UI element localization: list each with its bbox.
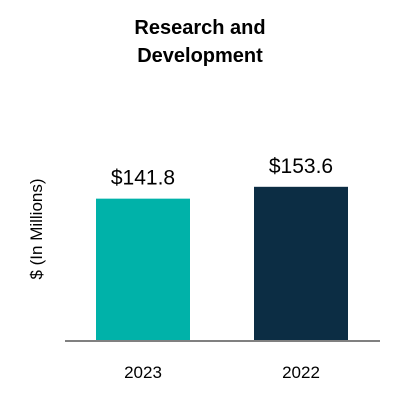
- data-label-2022: $153.6: [269, 155, 333, 178]
- y-axis-label: $ (In Millions): [27, 178, 46, 279]
- chart-title: Research and Development: [0, 14, 400, 70]
- bar-2023: [96, 198, 190, 341]
- x-tick-label-2022: 2022: [282, 363, 320, 382]
- chart-title-line-2: Development: [137, 45, 263, 67]
- data-label-2023: $141.8: [111, 167, 175, 190]
- chart-title-line-1: Research and: [134, 17, 266, 39]
- bars-layer: $141.8 2023 $153.6 2022: [96, 155, 348, 382]
- x-tick-label-2023: 2023: [124, 363, 162, 382]
- bar-2022: [254, 186, 348, 341]
